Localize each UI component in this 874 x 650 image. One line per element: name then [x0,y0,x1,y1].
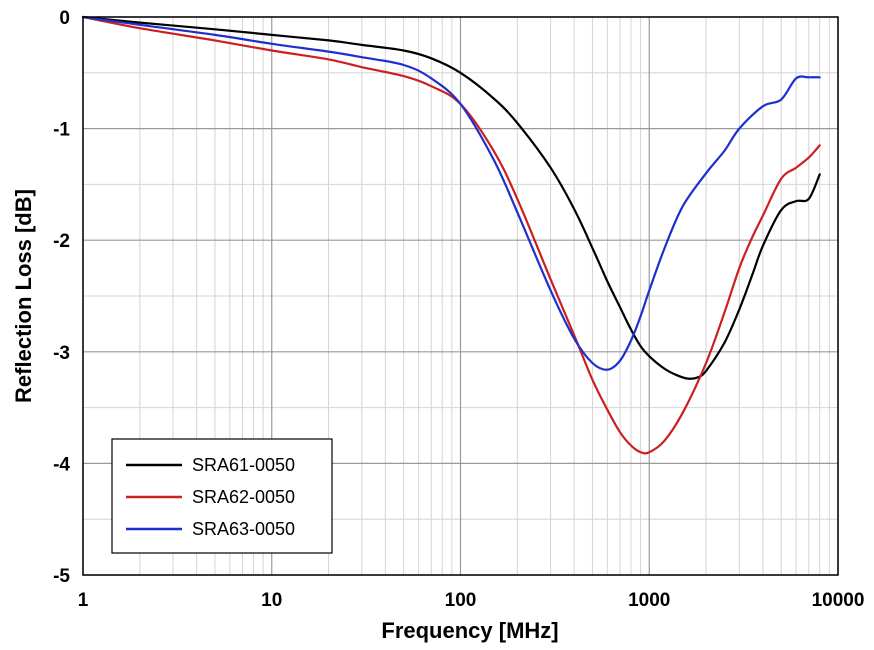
series-line-3 [81,15,821,371]
minor-grid [83,17,838,575]
legend: SRA61-0050 SRA62-0050 SRA63-0050 [111,438,333,554]
series-line-2 [81,15,821,455]
legend-label-1: SRA61-0050 [192,455,295,475]
x-tick-label: 10 [261,590,282,611]
series-line-1 [81,15,821,380]
x-axis-title: Frequency [MHz] [381,618,558,643]
y-tick-label: -5 [53,566,70,587]
x-tick-label: 100 [445,590,477,611]
series-lines [81,15,821,455]
plot-frame [82,16,839,576]
x-tick-label: 10000 [812,590,865,611]
x-axis-ticks: 1 10 100 1000 10000 [78,590,865,611]
y-axis-title: Reflection Loss [dB] [11,189,36,403]
y-tick-label: -4 [53,454,70,475]
y-tick-label: -3 [53,343,70,364]
x-tick-label: 1000 [628,590,670,611]
legend-label-3: SRA63-0050 [192,519,295,539]
y-tick-label: -1 [53,120,70,141]
y-tick-label: -2 [53,231,70,252]
x-tick-label: 1 [78,590,89,611]
y-axis-ticks: 0 -1 -2 -3 -4 -5 [53,8,70,587]
legend-items: SRA61-0050 SRA62-0050 SRA63-0050 [126,455,295,539]
legend-label-2: SRA62-0050 [192,487,295,507]
y-tick-label: 0 [59,8,70,29]
